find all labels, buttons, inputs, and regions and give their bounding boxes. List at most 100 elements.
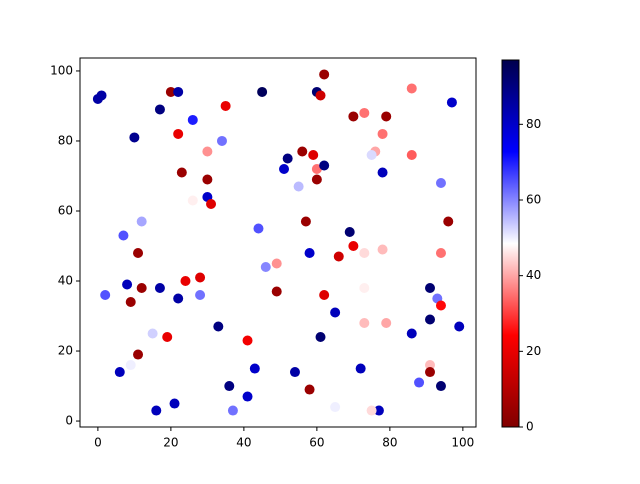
scatter-point [136,283,147,294]
scatter-point [154,104,165,115]
scatter-point [118,230,129,241]
scatter-point [242,391,253,402]
scatter-point [297,146,308,157]
y-tick-label: 40 [58,274,73,288]
scatter-point [406,149,417,160]
scatter-point [253,223,264,234]
scatter-point [180,276,191,287]
colorbar-tick-label: 0 [526,420,534,434]
scatter-point [147,328,158,339]
scatter-point [315,332,326,343]
colorbar-tick-label: 20 [526,344,541,358]
y-tick-label: 20 [58,344,73,358]
scatter-point [195,272,206,283]
scatter-point [293,181,304,192]
scatter-point [260,262,271,273]
x-tick-label: 0 [94,436,102,450]
scatter-point [169,398,180,409]
scatter-point [366,405,377,416]
scatter-point [257,86,268,97]
scatter-point [165,86,176,97]
scatter-point [162,332,173,343]
scatter-point [425,367,436,378]
scatter-point [114,367,125,378]
scatter-point [173,293,184,304]
scatter-point [271,286,282,297]
scatter-point [425,314,436,325]
scatter-point [425,283,436,294]
scatter-point [133,248,144,259]
scatter-point [355,363,366,374]
scatter-point [435,381,446,392]
x-tick-label: 40 [236,436,251,450]
scatter-point [279,163,290,174]
scatter-point [289,367,300,378]
scatter-point [344,226,355,237]
scatter-point [443,216,454,227]
scatter-point [381,318,392,329]
scatter-point [129,132,140,143]
scatter-point [308,149,319,160]
scatter-point [311,174,322,185]
scatter-point [220,100,231,111]
scatter-point [136,216,147,227]
scatter-point [202,146,213,157]
scatter-point [282,153,293,164]
scatter-point [373,405,384,416]
scatter-point [224,381,235,392]
scatter-point [202,174,213,185]
y-tick-label: 100 [50,63,73,77]
scatter-point [133,349,144,360]
scatter-point [319,160,330,171]
scatter-point [173,128,184,139]
scatter-point [304,384,315,395]
scatter-point [359,248,370,259]
scatter-point [454,321,465,332]
colorbar [501,59,520,428]
scatter-point [242,335,253,346]
scatter-point [348,241,359,252]
scatter-point [435,248,446,259]
scatter-point [377,128,388,139]
scatter-point [216,135,227,146]
scatter-point [377,167,388,178]
colorbar-tick-label: 80 [526,117,541,131]
scatter-point [96,90,107,101]
scatter-point [377,244,388,255]
scatter-point [300,216,311,227]
scatter-point [330,402,341,413]
scatter-point [406,83,417,94]
x-tick-label: 80 [382,436,397,450]
scatter-point [122,279,133,290]
scatter-point [366,149,377,160]
scatter-point [125,297,136,308]
scatter-point [187,114,198,125]
scatter-point [319,290,330,301]
scatter-point [176,167,187,178]
x-tick-label: 20 [163,436,178,450]
x-tick-label: 60 [309,436,324,450]
scatter-point [435,177,446,188]
scatter-point [414,377,425,388]
scatter-point [330,307,341,318]
scatter-point [304,248,315,259]
scatter-point [173,86,184,97]
scatter-point [213,321,224,332]
scatter-point [446,97,457,108]
scatter-point [151,405,162,416]
plot-frame [79,57,477,428]
scatter-point [187,195,198,206]
scatter-point [381,111,392,122]
scatter-point [406,328,417,339]
x-tick-label: 100 [451,436,474,450]
scatter-point [227,405,238,416]
scatter-point [125,360,136,371]
y-tick-label: 80 [58,133,73,147]
scatter-point [195,290,206,301]
scatter-point [315,90,326,101]
scatter-point [333,251,344,262]
colorbar-tick-label: 40 [526,268,541,282]
scatter-point [359,318,370,329]
scatter-point [359,107,370,118]
